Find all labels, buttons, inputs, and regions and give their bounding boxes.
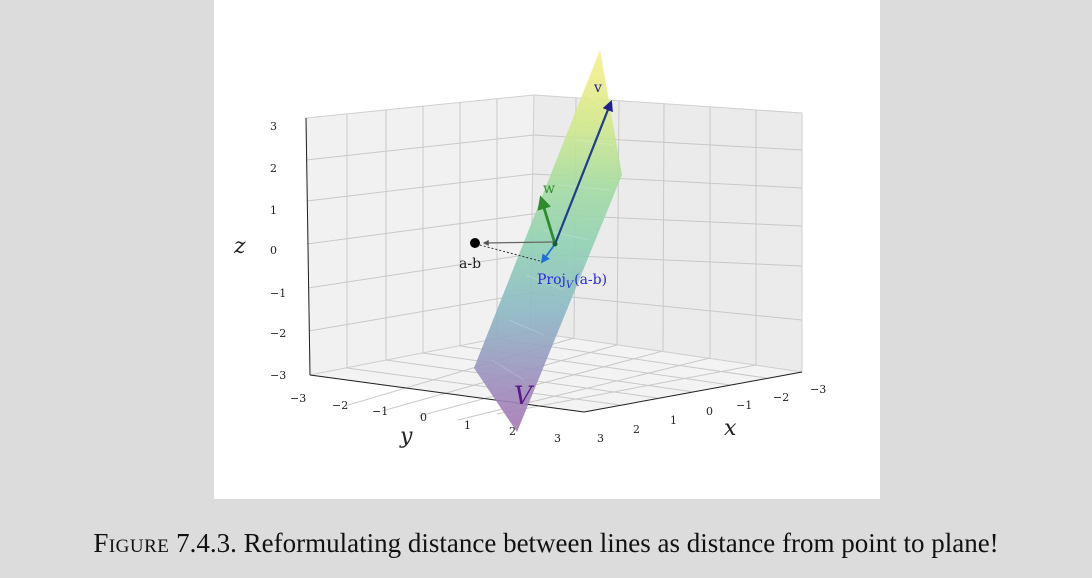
z-tick-label: 2: [270, 162, 277, 175]
projection-dotted-line: [475, 243, 541, 262]
plane-v: [474, 50, 622, 432]
plane-v-label: V: [514, 381, 535, 410]
axis-lines: [305, 117, 803, 413]
proj-label-prefix: Proj: [537, 272, 566, 288]
z-tick-label: 0: [270, 244, 277, 257]
y-tick-label: 1: [464, 419, 471, 432]
y-axis-label: y: [399, 424, 413, 449]
v-arrow: [553, 99, 613, 245]
z-tick-label: 1: [270, 204, 277, 217]
x-tick-label: 1: [670, 414, 677, 427]
x-tick-label: −1: [736, 399, 752, 412]
projection-arrow: [540, 243, 556, 264]
caption-number: 7.4.3.: [176, 528, 237, 558]
y-tick-label: −3: [290, 392, 306, 405]
caption-text: Reformulating distance between lines as …: [243, 528, 999, 558]
a-b-label: a-b: [459, 256, 481, 272]
z-tick-label: −3: [270, 369, 286, 382]
x-axis-label: x: [724, 416, 737, 441]
figure-3d-plot: −3 −2 −1 0 1 2 3 z −3 −2 −1 0 1 2 3 y 3 …: [233, 50, 826, 449]
figure-caption: Figure 7.4.3. Reformulating distance bet…: [0, 528, 1092, 559]
x-tick-label: 0: [706, 405, 713, 418]
figure-panel: −3 −2 −1 0 1 2 3 z −3 −2 −1 0 1 2 3 y 3 …: [214, 0, 880, 499]
x-tick-label: 3: [597, 432, 604, 445]
y-tick-label: −2: [332, 399, 348, 412]
caption-prefix: Figure: [93, 528, 170, 558]
a-b-vector-line: [482, 239, 555, 246]
z-tick-label: −1: [270, 287, 286, 300]
z-tick-label: 3: [270, 120, 277, 133]
v-label: v: [593, 80, 602, 96]
y-tick-label: 2: [509, 425, 516, 438]
x-axis-ticks: 3 2 1 0 −1 −2 −3 x: [597, 383, 826, 445]
proj-label: ProjV(a-b): [537, 272, 607, 291]
origin-point: [552, 241, 558, 247]
z-axis-label: z: [233, 234, 246, 259]
proj-label-argument: (a-b): [574, 272, 607, 288]
x-tick-label: −3: [810, 383, 826, 396]
y-tick-label: −1: [372, 405, 388, 418]
y-tick-label: 3: [554, 432, 561, 445]
y-tick-label: 0: [420, 411, 427, 424]
x-tick-label: −2: [773, 391, 789, 404]
w-arrow: [537, 195, 557, 245]
x-tick-label: 2: [633, 423, 640, 436]
z-tick-label: −2: [270, 327, 286, 340]
y-axis-ticks: −3 −2 −1 0 1 2 3 y: [290, 392, 561, 449]
point-a-b: [470, 238, 480, 248]
w-label: w: [543, 181, 555, 197]
proj-label-subscript: V: [566, 280, 575, 291]
z-axis-ticks: −3 −2 −1 0 1 2 3 z: [233, 120, 286, 382]
